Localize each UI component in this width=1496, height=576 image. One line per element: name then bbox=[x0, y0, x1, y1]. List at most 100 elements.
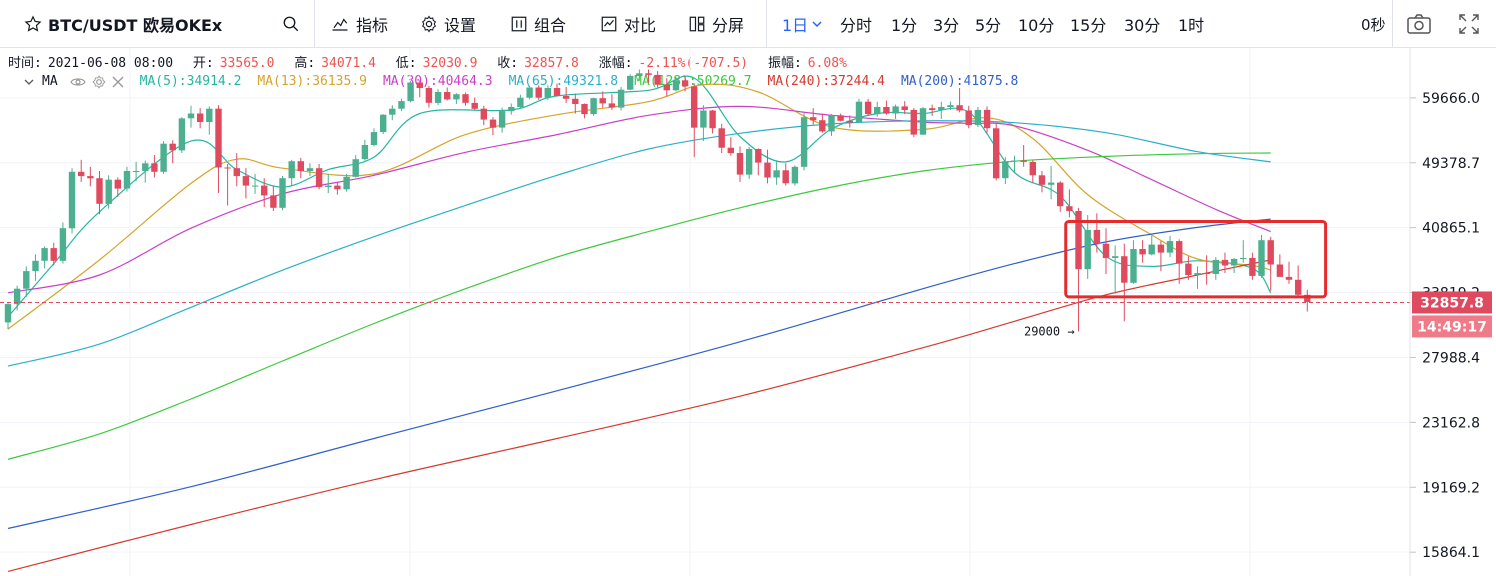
candle-body bbox=[1029, 161, 1036, 176]
indicators-icon bbox=[332, 18, 348, 31]
candle-body bbox=[645, 73, 652, 75]
countdown-label: 0秒 bbox=[1361, 15, 1386, 34]
candle-body bbox=[78, 171, 85, 177]
chevron-down-icon[interactable] bbox=[24, 77, 34, 87]
ma200-value: MA(200):41875.8 bbox=[900, 74, 1019, 89]
compare-button[interactable]: 对比 bbox=[600, 0, 656, 48]
ma5-value: MA(5):34914.2 bbox=[139, 74, 242, 89]
settings-button[interactable]: 设置 bbox=[420, 0, 476, 48]
interval-1d[interactable]: 1日 bbox=[782, 0, 823, 48]
candle-body bbox=[297, 161, 304, 171]
interval-5m[interactable]: 5分 bbox=[975, 0, 1001, 48]
interval-label: 分时 bbox=[840, 16, 873, 35]
candle-body bbox=[855, 101, 863, 123]
price-tick-label: 27988.4 bbox=[1422, 350, 1480, 366]
candle-body bbox=[251, 185, 259, 187]
candle-body bbox=[764, 162, 771, 178]
candle-body bbox=[993, 128, 1000, 179]
candle-body bbox=[709, 110, 716, 129]
candle-body bbox=[489, 119, 497, 128]
interval-1m[interactable]: 1分 bbox=[891, 0, 917, 48]
candle-body bbox=[59, 228, 67, 261]
interval-30m[interactable]: 30分 bbox=[1124, 0, 1160, 48]
interval-1h[interactable]: 1时 bbox=[1178, 0, 1204, 48]
low-label: 低: 32030.9 bbox=[395, 56, 478, 71]
candle-body bbox=[919, 108, 927, 135]
candle-body bbox=[1075, 211, 1082, 270]
candle-body bbox=[1020, 160, 1027, 162]
candle-body bbox=[810, 117, 817, 121]
open-label: 开: 33565.0 bbox=[192, 56, 275, 71]
interval-15m[interactable]: 15分 bbox=[1070, 0, 1106, 48]
candle-body bbox=[974, 109, 982, 126]
candle-body bbox=[352, 159, 359, 177]
combo-button[interactable]: 组合 bbox=[510, 0, 566, 48]
candle-body bbox=[654, 74, 661, 85]
candle-body bbox=[883, 107, 890, 114]
candle-body bbox=[68, 171, 76, 229]
candlestick-chart[interactable]: 29000 → 59666.049378.740865.133819.22798… bbox=[0, 48, 1496, 576]
candle-body bbox=[672, 80, 680, 91]
interval-label: 3分 bbox=[933, 16, 960, 35]
interval-label: 15分 bbox=[1070, 16, 1107, 35]
candle-body bbox=[1121, 256, 1128, 283]
star-icon[interactable] bbox=[24, 15, 42, 33]
candle-body bbox=[718, 128, 725, 148]
interval-label: 1日 bbox=[782, 16, 809, 35]
interval-label: 1分 bbox=[891, 16, 918, 35]
candle-body bbox=[892, 106, 899, 114]
gear-icon[interactable] bbox=[92, 74, 106, 89]
candle-body bbox=[1011, 160, 1018, 162]
candles bbox=[4, 69, 1311, 332]
symbol-selector[interactable]: BTC/USDT 欧易OKEx bbox=[24, 0, 222, 48]
candle-body bbox=[23, 271, 30, 289]
candle-body bbox=[380, 114, 387, 132]
toolbar-divider bbox=[1392, 0, 1393, 48]
close-icon[interactable] bbox=[112, 76, 124, 88]
candle-body bbox=[837, 115, 844, 121]
candle-body bbox=[663, 84, 670, 91]
eye-icon[interactable] bbox=[69, 76, 86, 88]
candle-body bbox=[434, 92, 442, 103]
search-button[interactable] bbox=[282, 0, 300, 48]
indicators-button[interactable]: 指标 bbox=[330, 0, 388, 48]
candle-body bbox=[828, 115, 835, 132]
search-icon bbox=[283, 16, 299, 32]
candle-body bbox=[736, 153, 744, 175]
candle-body bbox=[1258, 240, 1265, 276]
interval-3m[interactable]: 3分 bbox=[933, 0, 959, 48]
candle-body bbox=[581, 104, 588, 115]
interval-label: 1时 bbox=[1178, 16, 1205, 35]
candle-body bbox=[206, 108, 213, 122]
candle-body bbox=[215, 108, 222, 168]
candle-body bbox=[334, 185, 341, 190]
layout-icon bbox=[511, 16, 527, 32]
split-button[interactable]: 分屏 bbox=[688, 0, 744, 48]
split-label: 分屏 bbox=[712, 16, 745, 35]
fullscreen-button[interactable] bbox=[1458, 0, 1480, 48]
interval-timeshare[interactable]: 分时 bbox=[840, 0, 872, 48]
candle-body bbox=[50, 248, 57, 261]
candle-body bbox=[1221, 259, 1229, 266]
ohlc-info: 时间: 2021-06-08 08:00 开: 33565.0 高: 34071.4 … bbox=[8, 52, 859, 71]
gear-icon bbox=[422, 15, 436, 33]
candle-body bbox=[1295, 279, 1302, 295]
settings-label: 设置 bbox=[444, 16, 477, 35]
highlight-box bbox=[1064, 220, 1328, 299]
candle-body bbox=[187, 113, 195, 119]
candle-body bbox=[1093, 229, 1101, 244]
candle-body bbox=[572, 98, 579, 104]
candle-body bbox=[197, 113, 204, 122]
interval-10m[interactable]: 10分 bbox=[1018, 0, 1054, 48]
candle-body bbox=[901, 106, 908, 110]
candle-body bbox=[727, 147, 734, 154]
screenshot-button[interactable] bbox=[1406, 0, 1432, 48]
candle-body bbox=[608, 103, 616, 108]
low-annotation: 29000 → bbox=[1024, 324, 1075, 338]
price-tick-label: 19169.2 bbox=[1422, 480, 1480, 496]
candle-body bbox=[288, 161, 295, 179]
interval-label: 5分 bbox=[975, 16, 1002, 35]
candle-body bbox=[1139, 249, 1146, 255]
candle-body bbox=[1267, 240, 1274, 265]
candle-body bbox=[389, 108, 396, 115]
